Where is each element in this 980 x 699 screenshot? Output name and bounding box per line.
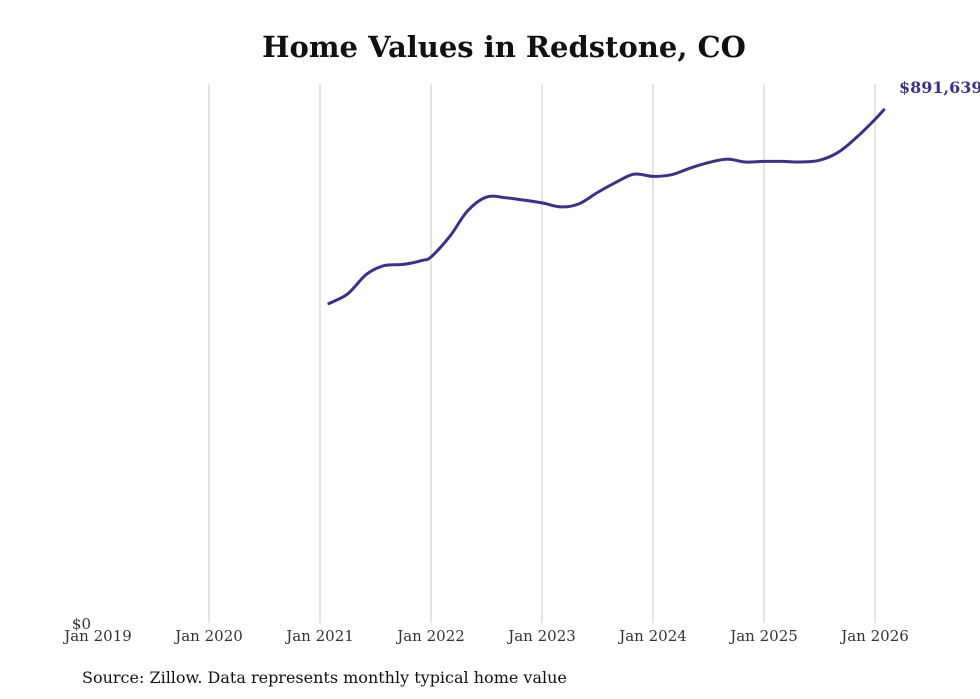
x-axis: Jan 2019 Jan 2020 Jan 2021 Jan 2022 Jan … bbox=[62, 627, 909, 645]
chart-title: Home Values in Redstone, CO bbox=[262, 30, 746, 64]
x-tick-label: Jan 2021 bbox=[284, 627, 354, 645]
x-tick-label: Jan 2023 bbox=[506, 627, 576, 645]
grid-lines bbox=[208, 84, 876, 623]
y-axis: $0 bbox=[72, 615, 91, 633]
x-tick-label: Jan 2022 bbox=[395, 627, 465, 645]
x-tick-label: Jan 2020 bbox=[173, 627, 243, 645]
x-tick-label: Jan 2026 bbox=[839, 627, 909, 645]
y-tick-label: $0 bbox=[72, 615, 91, 633]
end-value-label: $891,639 bbox=[899, 78, 980, 97]
x-tick-label: Jan 2019 bbox=[62, 627, 132, 645]
x-tick-label: Jan 2024 bbox=[617, 627, 687, 645]
x-tick-label: Jan 2025 bbox=[728, 627, 798, 645]
series-line-home-value bbox=[327, 108, 886, 306]
source-note: Source: Zillow. Data represents monthly … bbox=[82, 668, 567, 687]
